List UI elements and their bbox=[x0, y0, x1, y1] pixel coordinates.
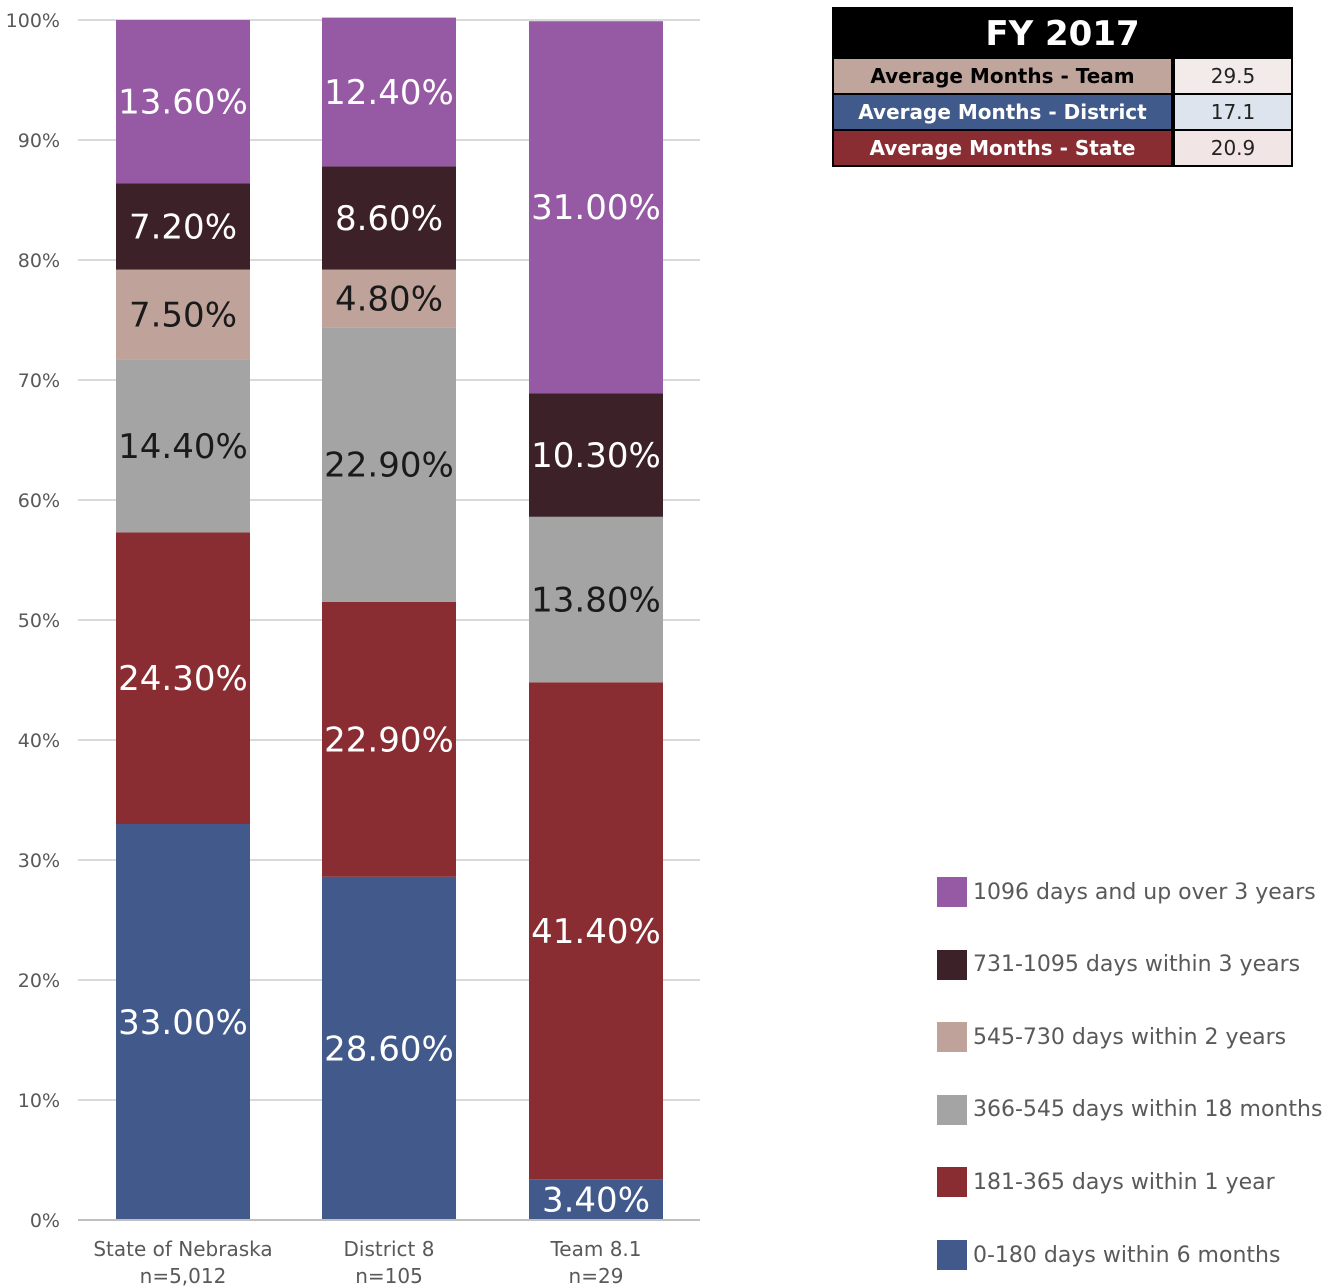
y-tick-label: 20% bbox=[18, 970, 60, 992]
legend-label: 731-1095 days within 3 years bbox=[973, 952, 1301, 978]
data-label: 14.40% bbox=[118, 427, 248, 467]
row-value-state: 20.9 bbox=[1173, 130, 1292, 167]
bar-segment bbox=[116, 269, 250, 360]
y-tick-label: 40% bbox=[18, 730, 60, 752]
bar-segment bbox=[116, 824, 250, 1220]
data-label: 28.60% bbox=[324, 1029, 454, 1069]
data-label: 33.00% bbox=[118, 1003, 248, 1043]
bars bbox=[116, 17, 663, 1220]
x-tick-label: n=105 bbox=[355, 1264, 423, 1287]
data-label: 12.40% bbox=[324, 73, 454, 113]
data-label: 8.60% bbox=[335, 199, 443, 239]
data-label: 13.60% bbox=[118, 83, 248, 123]
table-row: Average Months - Team 29.5 bbox=[833, 59, 1292, 95]
legend-swatch bbox=[937, 877, 967, 907]
legend-item: 1096 days and up over 3 years bbox=[937, 876, 1316, 908]
legend-label: 0-180 days within 6 months bbox=[973, 1242, 1281, 1268]
table-row: Average Months - State 20.9 bbox=[833, 130, 1292, 167]
row-label-state: Average Months - State bbox=[833, 130, 1175, 167]
data-label: 3.40% bbox=[542, 1181, 650, 1221]
bar-segment bbox=[322, 17, 456, 167]
row-label-team: Average Months - Team bbox=[833, 59, 1175, 95]
fy-summary-table: FY 2017 Average Months - Team 29.5 Avera… bbox=[832, 7, 1293, 167]
y-tick-label: 60% bbox=[18, 490, 60, 512]
bar-segment bbox=[116, 359, 250, 533]
legend-swatch bbox=[937, 1022, 967, 1053]
data-label: 4.80% bbox=[335, 279, 443, 319]
y-tick-label: 100% bbox=[6, 10, 60, 32]
data-label: 22.90% bbox=[324, 720, 454, 760]
y-tick-label: 10% bbox=[18, 1090, 60, 1112]
y-tick-label: 50% bbox=[18, 610, 60, 632]
legend-label: 545-730 days within 2 years bbox=[973, 1024, 1287, 1050]
bar-segment bbox=[322, 602, 456, 877]
y-tick-label: 80% bbox=[18, 250, 60, 272]
legend-item: 731-1095 days within 3 years bbox=[937, 949, 1300, 981]
row-label-district: Average Months - District bbox=[833, 94, 1175, 131]
data-label: 24.30% bbox=[118, 659, 248, 699]
bar-segment bbox=[322, 327, 456, 602]
legend-item: 366-545 days within 18 months bbox=[937, 1094, 1322, 1126]
legend-swatch bbox=[937, 1094, 967, 1125]
bar-segment bbox=[529, 393, 663, 517]
row-value-team: 29.5 bbox=[1173, 59, 1292, 95]
x-tick-label: n=29 bbox=[569, 1264, 624, 1287]
bar-segment bbox=[529, 1179, 663, 1220]
legend-label: 181-365 days within 1 year bbox=[973, 1169, 1275, 1195]
legend-swatch bbox=[937, 1240, 967, 1270]
data-label: 31.00% bbox=[531, 188, 661, 228]
data-label: 13.80% bbox=[531, 581, 661, 621]
x-tick-label: Team 8.1 bbox=[549, 1237, 641, 1261]
legend-label: 366-545 days within 18 months bbox=[973, 1097, 1323, 1123]
data-label: 41.40% bbox=[531, 912, 661, 952]
bar-segment bbox=[529, 516, 663, 683]
y-tick-label: 0% bbox=[30, 1210, 60, 1232]
data-label: 22.90% bbox=[324, 446, 454, 486]
data-label: 7.50% bbox=[129, 296, 237, 336]
stacked-bar-chart: 0% 10% 20% 30% 40% 50% 60% 70% 80% 90% 100% 33.00%… bbox=[6, 10, 700, 1287]
legend-label: 1096 days and up over 3 years bbox=[973, 879, 1316, 905]
data-label: 7.20% bbox=[129, 207, 237, 247]
x-axis: State of Nebraska n=5,012 District 8 n=105 T… bbox=[78, 1219, 700, 1287]
legend-swatch bbox=[937, 949, 967, 980]
bar-segment bbox=[322, 269, 456, 328]
table-title: FY 2017 bbox=[833, 8, 1292, 59]
y-axis: 0% 10% 20% 30% 40% 50% 60% 70% 80% 90% 100% bbox=[6, 10, 60, 1232]
legend-swatch bbox=[937, 1167, 967, 1198]
legend-item: 0-180 days within 6 months bbox=[937, 1239, 1280, 1271]
row-value-district: 17.1 bbox=[1173, 94, 1292, 131]
legend-item: 545-730 days within 2 years bbox=[937, 1021, 1286, 1053]
bar-segment bbox=[116, 532, 250, 824]
bar-segment bbox=[116, 20, 250, 184]
data-labels: 33.00% 24.30% 14.40% 7.50% 7.20% 13.60% 28.60%… bbox=[118, 73, 661, 1221]
x-tick-label: State of Nebraska bbox=[93, 1237, 272, 1261]
x-tick-label: District 8 bbox=[344, 1237, 435, 1261]
legend-item: 181-365 days within 1 year bbox=[937, 1166, 1275, 1198]
bar-segment bbox=[116, 183, 250, 270]
bar-segment bbox=[529, 682, 663, 1180]
data-label: 10.30% bbox=[531, 436, 661, 476]
y-tick-label: 70% bbox=[18, 370, 60, 392]
bar-segment bbox=[322, 876, 456, 1220]
x-tick-label: n=5,012 bbox=[140, 1264, 227, 1287]
table-row: Average Months - District 17.1 bbox=[833, 94, 1292, 131]
y-tick-label: 30% bbox=[18, 850, 60, 872]
y-tick-label: 90% bbox=[18, 130, 60, 152]
bar-segment bbox=[322, 166, 456, 270]
bar-segment bbox=[529, 21, 663, 394]
